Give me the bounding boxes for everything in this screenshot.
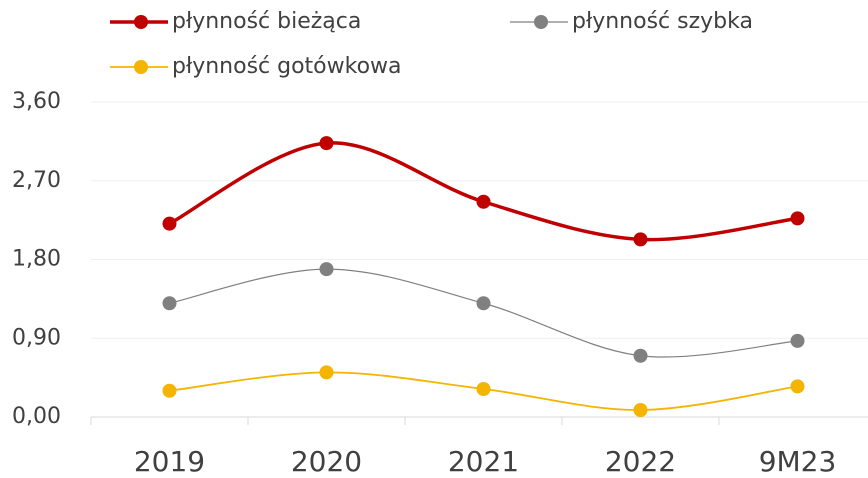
data-point [319, 262, 334, 277]
x-tick-label: 2022 [605, 445, 676, 478]
series-line [168, 141, 798, 242]
data-point [790, 333, 805, 348]
legend-marker [534, 15, 548, 29]
data-point [633, 232, 648, 247]
x-tick-label: 9M23 [759, 445, 837, 478]
x-tick-label: 2020 [291, 445, 362, 478]
x-tick-label: 2021 [448, 445, 519, 478]
data-point [790, 211, 805, 226]
y-tick-label: 3,60 [12, 89, 61, 114]
legend-marker [134, 15, 148, 29]
legend-label: płynność szybka [572, 9, 753, 34]
x-tick-label: 2019 [134, 445, 205, 478]
data-point [319, 136, 334, 151]
legend-label: płynność bieżąca [172, 9, 361, 34]
data-point [162, 383, 177, 398]
data-point [162, 296, 177, 311]
data-point [476, 296, 491, 311]
legend-label: płynność gotówkowa [172, 54, 402, 79]
data-point [633, 403, 648, 417]
y-tick-label: 0,00 [12, 404, 61, 429]
y-tick-label: 1,80 [12, 247, 61, 272]
data-point [476, 382, 491, 396]
legend-marker [134, 60, 148, 74]
data-point [790, 379, 805, 394]
data-point [162, 216, 177, 231]
data-point [633, 348, 648, 363]
data-point [476, 194, 491, 209]
y-tick-label: 2,70 [12, 168, 61, 193]
data-point [319, 365, 334, 380]
y-tick-label: 0,90 [12, 325, 61, 350]
series-line [169, 268, 798, 358]
